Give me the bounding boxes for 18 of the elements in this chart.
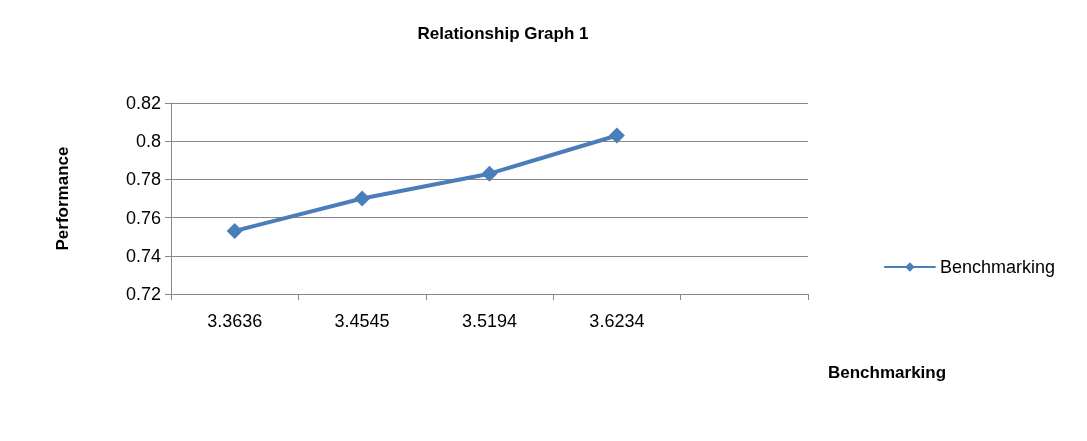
chart-title: Relationship Graph 1 bbox=[417, 24, 589, 43]
y-tick-label: 0.72 bbox=[125, 284, 161, 304]
x-tick-label: 3.6234 bbox=[589, 311, 645, 331]
point bbox=[481, 165, 498, 182]
y-tick-label: 0.82 bbox=[125, 93, 161, 113]
y-tick-label: 0.8 bbox=[135, 131, 161, 152]
point bbox=[608, 127, 625, 144]
x-axis-title: Benchmarking bbox=[828, 363, 947, 382]
x-tick-label: 3.3636 bbox=[207, 311, 263, 331]
y-tick-label: 0.78 bbox=[125, 169, 161, 190]
point bbox=[354, 190, 371, 207]
x-tick-label: 3.5194 bbox=[461, 311, 518, 331]
x-tick-label: 3.4545 bbox=[334, 311, 390, 331]
y-axis-title: Performance bbox=[53, 146, 72, 251]
legend-label: Benchmarking bbox=[939, 257, 1055, 277]
y-tick-label: 0.74 bbox=[125, 245, 161, 266]
y-tick-label: 0.76 bbox=[125, 207, 161, 228]
point bbox=[226, 222, 243, 239]
